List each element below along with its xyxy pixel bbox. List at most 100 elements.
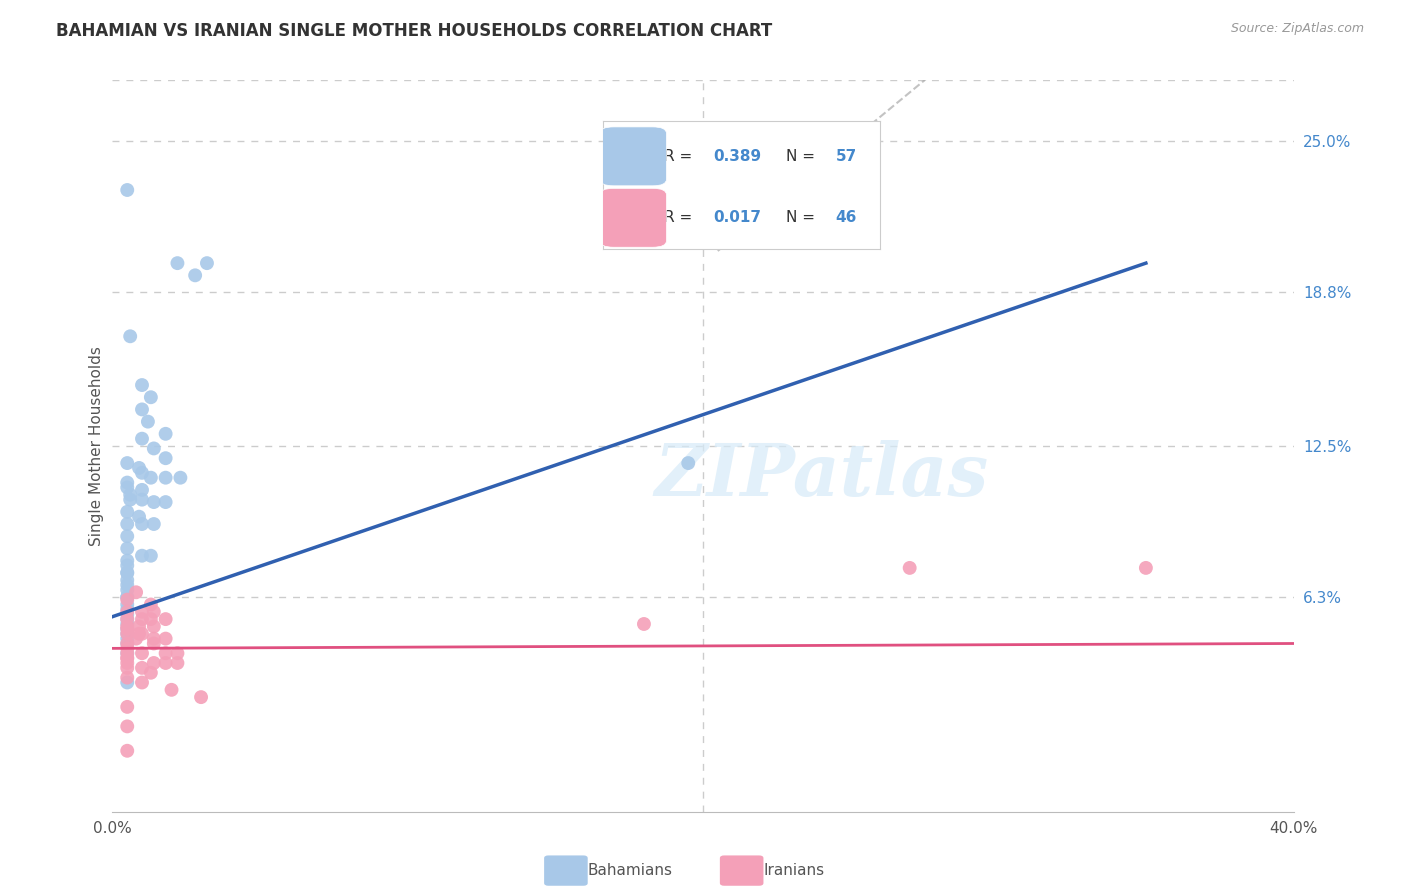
Point <box>117 656 138 670</box>
Point <box>128 461 150 475</box>
Point <box>142 636 165 650</box>
Point <box>139 598 162 612</box>
Point <box>139 549 162 563</box>
Point <box>117 626 138 640</box>
Point <box>142 605 165 619</box>
Point <box>125 632 148 646</box>
Text: Iranians: Iranians <box>763 863 824 878</box>
Point <box>139 471 162 485</box>
Point <box>117 699 138 714</box>
Point <box>155 646 177 660</box>
Point <box>117 661 138 675</box>
Point <box>139 390 162 404</box>
Point <box>633 617 655 632</box>
Point <box>117 529 138 543</box>
Point <box>117 516 138 531</box>
Point <box>1135 561 1157 575</box>
Point <box>139 665 162 680</box>
Point <box>166 656 188 670</box>
Point <box>125 585 148 599</box>
Point <box>131 378 153 392</box>
Point <box>155 612 177 626</box>
Point <box>128 619 150 633</box>
Point <box>155 451 177 466</box>
Point <box>117 183 138 197</box>
Point <box>155 471 177 485</box>
Point <box>117 617 138 632</box>
Point <box>117 558 138 573</box>
Point <box>155 495 177 509</box>
Point <box>155 426 177 441</box>
Point <box>120 329 142 343</box>
Point <box>117 719 138 733</box>
Point <box>117 475 138 490</box>
Point <box>131 549 153 563</box>
Point <box>142 442 165 456</box>
Point <box>190 690 212 705</box>
Point <box>131 661 153 675</box>
Point <box>117 612 138 626</box>
Point <box>117 632 138 646</box>
Point <box>117 505 138 519</box>
Point <box>117 566 138 580</box>
Point <box>117 626 138 640</box>
Point <box>166 256 188 270</box>
Point <box>120 492 142 507</box>
Point <box>142 495 165 509</box>
Point <box>195 256 218 270</box>
Point <box>142 632 165 646</box>
Point <box>117 573 138 587</box>
Point <box>184 268 207 283</box>
Point <box>117 480 138 494</box>
Point <box>128 509 150 524</box>
Point <box>117 553 138 567</box>
Point <box>117 622 138 636</box>
Point <box>142 516 165 531</box>
Point <box>131 516 153 531</box>
Point <box>117 612 138 626</box>
Point <box>117 590 138 604</box>
Point <box>166 646 188 660</box>
Point <box>117 602 138 616</box>
Point <box>128 626 150 640</box>
Point <box>131 483 153 497</box>
Point <box>117 744 138 758</box>
Point <box>117 541 138 556</box>
Text: Bahamians: Bahamians <box>588 863 672 878</box>
Point <box>160 682 183 697</box>
Point <box>117 566 138 580</box>
Point <box>117 651 138 665</box>
Point <box>131 605 153 619</box>
Point <box>117 646 138 660</box>
Point <box>678 456 700 470</box>
Point <box>117 590 138 604</box>
Text: ZIPatlas: ZIPatlas <box>654 440 988 511</box>
Point <box>131 612 153 626</box>
Point <box>117 622 138 636</box>
Point <box>117 651 138 665</box>
Point <box>117 671 138 685</box>
Point <box>117 592 138 607</box>
Point <box>169 471 191 485</box>
Point <box>117 636 138 650</box>
Point <box>117 578 138 592</box>
Point <box>117 641 138 656</box>
Point <box>117 598 138 612</box>
Point <box>117 636 138 650</box>
Point <box>155 656 177 670</box>
Point <box>136 415 159 429</box>
Point <box>131 402 153 417</box>
Point <box>131 466 153 480</box>
Point <box>131 432 153 446</box>
Point <box>117 456 138 470</box>
Point <box>139 612 162 626</box>
Point <box>131 626 153 640</box>
Point <box>120 488 142 502</box>
Point <box>117 675 138 690</box>
Point <box>131 492 153 507</box>
Point <box>898 561 921 575</box>
Point <box>117 605 138 619</box>
Point <box>117 607 138 622</box>
Text: BAHAMIAN VS IRANIAN SINGLE MOTHER HOUSEHOLDS CORRELATION CHART: BAHAMIAN VS IRANIAN SINGLE MOTHER HOUSEH… <box>56 22 772 40</box>
Y-axis label: Single Mother Households: Single Mother Households <box>89 346 104 546</box>
